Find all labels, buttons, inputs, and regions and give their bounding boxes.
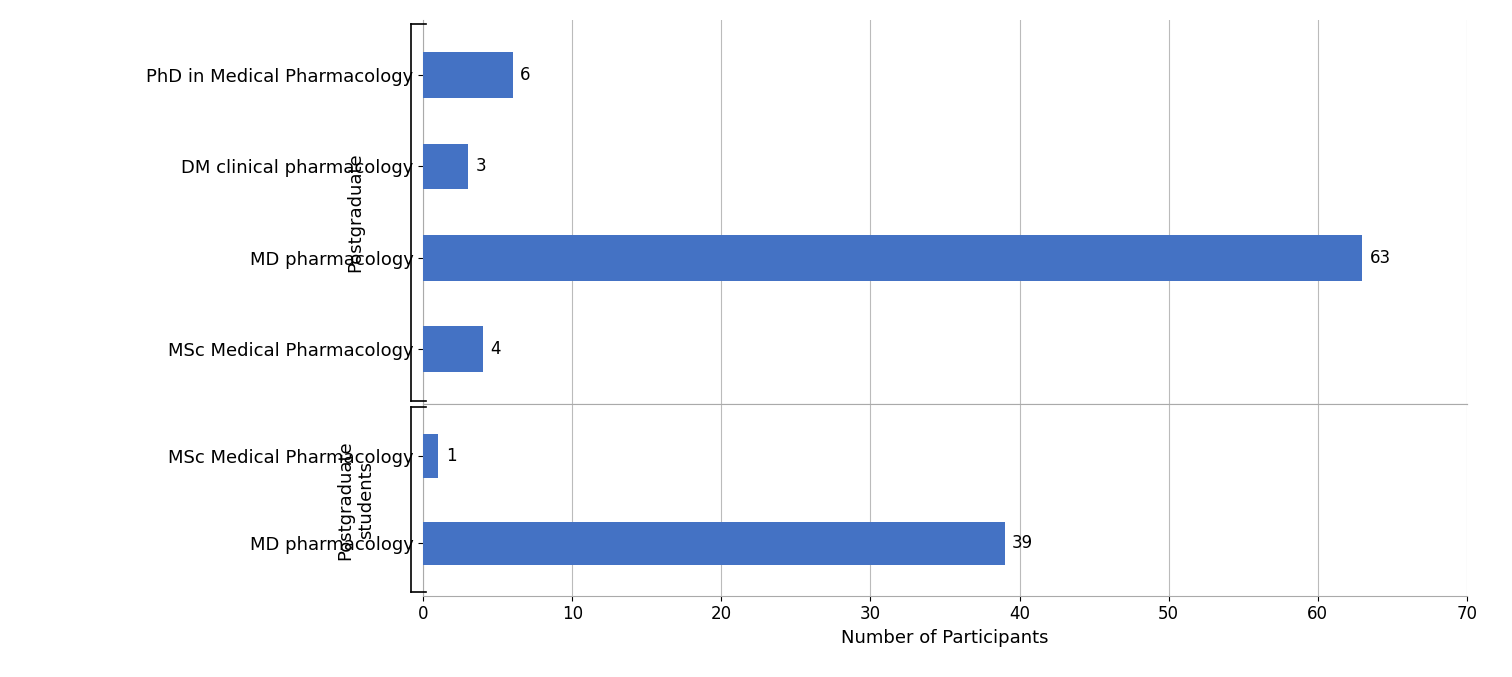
Text: 63: 63	[1370, 248, 1391, 267]
Text: 6: 6	[520, 66, 531, 84]
Bar	[423, 52, 513, 98]
Bar	[423, 235, 1362, 281]
Bar	[423, 522, 1004, 565]
Text: 1: 1	[446, 447, 457, 465]
Bar	[423, 144, 469, 190]
Text: Postgraduate: Postgraduate	[346, 152, 364, 272]
Bar	[423, 326, 482, 372]
Bar	[423, 435, 438, 478]
Text: 39: 39	[1012, 534, 1033, 552]
Text: 3: 3	[475, 158, 487, 175]
X-axis label: Number of Participants: Number of Participants	[841, 629, 1049, 647]
Text: Postgraduate
students: Postgraduate students	[336, 440, 375, 560]
Text: 4: 4	[490, 340, 500, 358]
